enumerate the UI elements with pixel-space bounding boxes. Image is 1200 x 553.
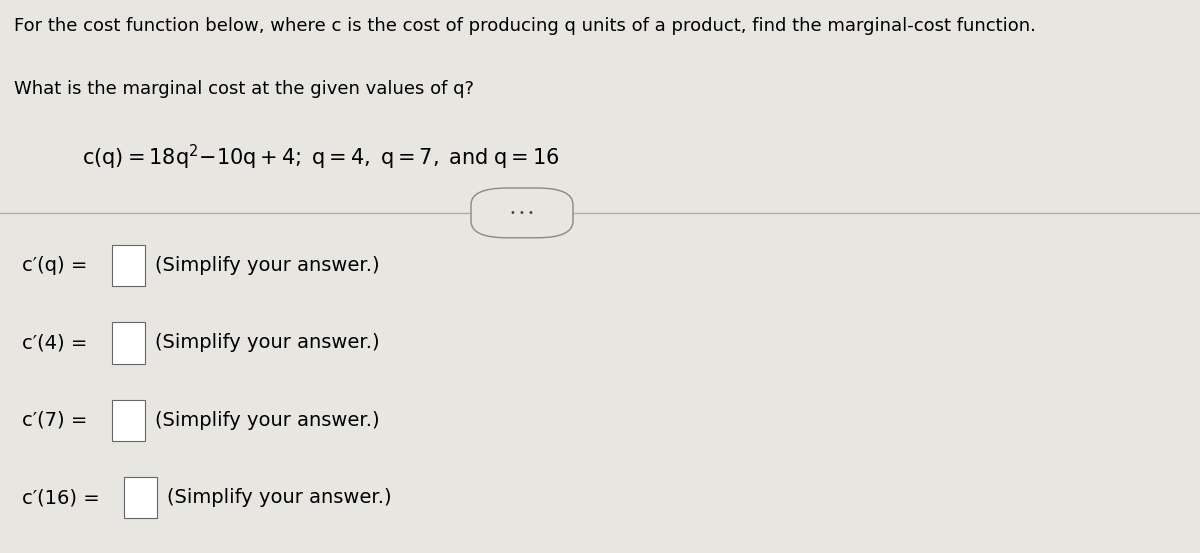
Text: For the cost function below, where c is the cost of producing q units of a produ: For the cost function below, where c is … [14, 17, 1037, 35]
Text: c′(7) =: c′(7) = [22, 411, 86, 430]
Text: What is the marginal cost at the given values of q?: What is the marginal cost at the given v… [14, 80, 474, 98]
Text: c′(16) =: c′(16) = [22, 488, 100, 507]
Text: • • •: • • • [510, 208, 534, 218]
FancyBboxPatch shape [470, 188, 574, 238]
FancyBboxPatch shape [124, 477, 157, 519]
Text: (Simplify your answer.): (Simplify your answer.) [155, 411, 379, 430]
Text: c′(4) =: c′(4) = [22, 333, 86, 352]
Text: (Simplify your answer.): (Simplify your answer.) [155, 256, 379, 275]
FancyBboxPatch shape [112, 399, 145, 441]
Text: (Simplify your answer.): (Simplify your answer.) [167, 488, 391, 507]
FancyBboxPatch shape [112, 322, 145, 364]
FancyBboxPatch shape [112, 244, 145, 286]
Text: $\mathrm{c(q) = 18q}^{2}\mathrm{ - 10q + 4;\; q = 4,\; q = 7,\; and\; q = 16}$: $\mathrm{c(q) = 18q}^{2}\mathrm{ - 10q +… [82, 143, 559, 172]
Text: c′(q) =: c′(q) = [22, 256, 86, 275]
Text: (Simplify your answer.): (Simplify your answer.) [155, 333, 379, 352]
